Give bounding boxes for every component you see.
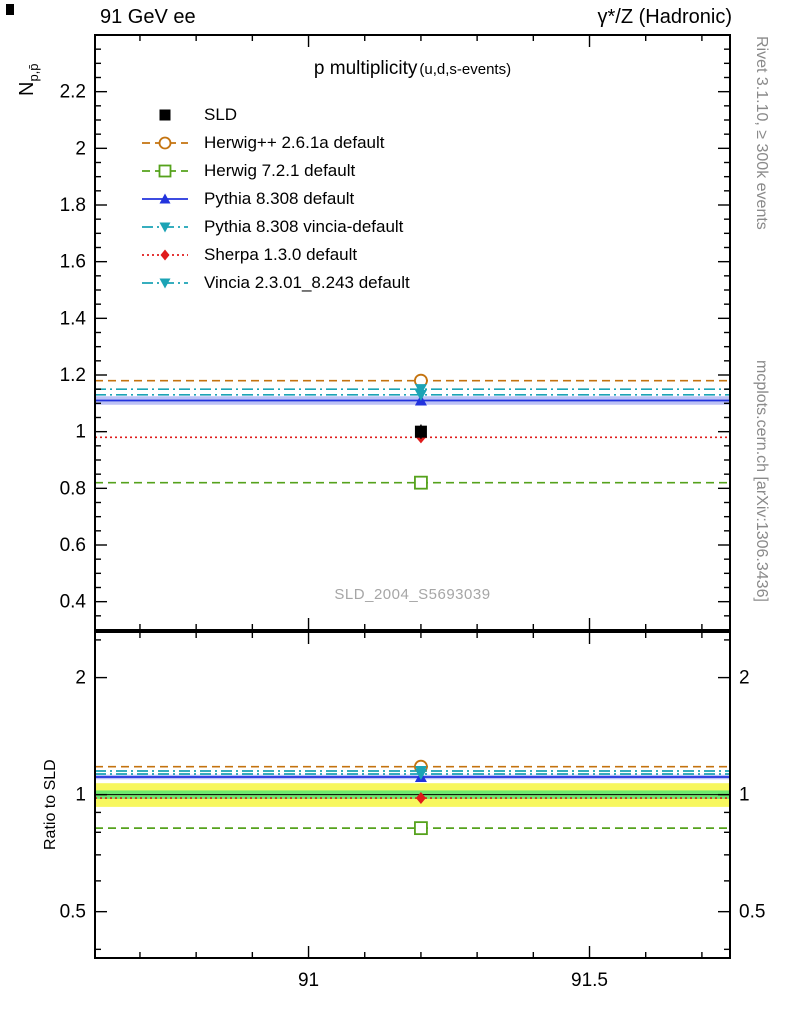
legend-label: Sherpa 1.3.0 default — [204, 245, 358, 264]
legend-item: Pythia 8.308 vincia-default — [140, 213, 410, 241]
marker-square-filled — [414, 425, 427, 438]
legend: SLD Herwig++ 2.6.1a default Herwig 7.2.1 d… — [140, 101, 410, 297]
main-y-tick-label: 0.4 — [60, 592, 87, 613]
main-y-tick-label: 0.8 — [60, 478, 86, 499]
legend-swatch-triangle-down-filled — [142, 222, 188, 233]
plot-title-suffix: (u,d,s-events) — [419, 61, 512, 78]
main-y-tick-label: 2 — [75, 138, 86, 159]
plot-title: p multiplicity (u,d,s-events) — [95, 58, 730, 80]
marker-triangle-down-filled — [414, 384, 427, 396]
plot-title-main: p multiplicity — [313, 58, 418, 79]
ratio-y-tick-label-right: 0.5 — [739, 902, 765, 923]
legend-item: Sherpa 1.3.0 default — [140, 241, 410, 269]
ratio-y-tick-label-left: 2 — [75, 668, 86, 689]
legend-label: Herwig 7.2.1 default — [204, 161, 356, 180]
axes-frames — [94, 34, 731, 959]
legend-swatch-diamond-filled — [142, 249, 188, 261]
legend-swatch-circle-open — [142, 136, 188, 150]
marker-square-filled — [159, 109, 171, 121]
legend-item: Herwig++ 2.6.1a default — [140, 129, 410, 157]
tick-labels: 0.4 0.6 0.8 1 1.2 1.4 1.6 1.8 2 2.2 0.5 0.5 1 1 2 2 91 91… — [60, 82, 766, 991]
legend-label: Pythia 8.308 vincia-default — [204, 217, 404, 236]
marker-triangle-down-filled — [414, 768, 427, 780]
legend-item: Vincia 2.3.01_8.243 default — [140, 269, 410, 297]
marker-square-open — [158, 164, 172, 178]
marker-square-open — [414, 821, 428, 836]
x-tick-label: 91 — [298, 970, 319, 991]
legend-swatch-triangle-up-filled — [142, 193, 188, 204]
legend-item: SLD — [140, 101, 410, 129]
ratio-y-tick-label-left: 0.5 — [60, 902, 86, 923]
main-y-tick-label: 1.2 — [60, 365, 86, 386]
x-tick-label: 91.5 — [571, 970, 608, 991]
legend-item: Herwig 7.2.1 default — [140, 157, 410, 185]
marker-diamond-filled — [160, 249, 170, 261]
marker-triangle-down-filled — [159, 222, 171, 233]
ratio-y-tick-label-right: 2 — [739, 668, 750, 689]
process-label: γ*/Z (Hadronic) — [597, 6, 732, 28]
legend-label: SLD — [204, 105, 238, 124]
series-markers — [414, 373, 428, 836]
analysis-id-watermark: SLD_2004_S5693039 — [334, 586, 491, 603]
series-curves — [95, 379, 730, 829]
main-y-tick-label: 0.6 — [60, 535, 86, 556]
marker-triangle-down-filled — [414, 389, 427, 401]
main-y-tick-label: 1.8 — [60, 195, 86, 216]
legend-label: Vincia 2.3.01_8.243 default — [204, 273, 410, 292]
corner-mark — [6, 4, 14, 15]
marker-triangle-down-filled — [159, 278, 171, 289]
marker-diamond-filled — [415, 792, 426, 805]
ratio-y-tick-label-left: 1 — [75, 785, 86, 806]
main-y-tick-label: 1.6 — [60, 252, 86, 273]
marker-square-open — [414, 475, 428, 490]
beam-energy-label: 91 GeV ee — [100, 6, 196, 28]
ratio-y-tick-label-right: 1 — [739, 785, 750, 806]
main-y-tick-label: 2.2 — [60, 82, 86, 103]
legend-label: Pythia 8.308 default — [204, 189, 355, 208]
main-y-tick-label: 1 — [75, 422, 86, 443]
marker-triangle-up-filled — [159, 193, 171, 204]
legend-label: Herwig++ 2.6.1a default — [204, 133, 385, 152]
legend-item: Pythia 8.308 default — [140, 185, 410, 213]
ratio-uncertainty-bands — [95, 783, 730, 807]
legend-swatch-square-filled — [159, 109, 171, 121]
marker-circle-open — [158, 136, 172, 150]
legend-swatch-square-open — [142, 164, 188, 178]
legend-swatch-triangle-down-filled — [142, 278, 188, 289]
main-y-tick-label: 1.4 — [60, 308, 87, 329]
